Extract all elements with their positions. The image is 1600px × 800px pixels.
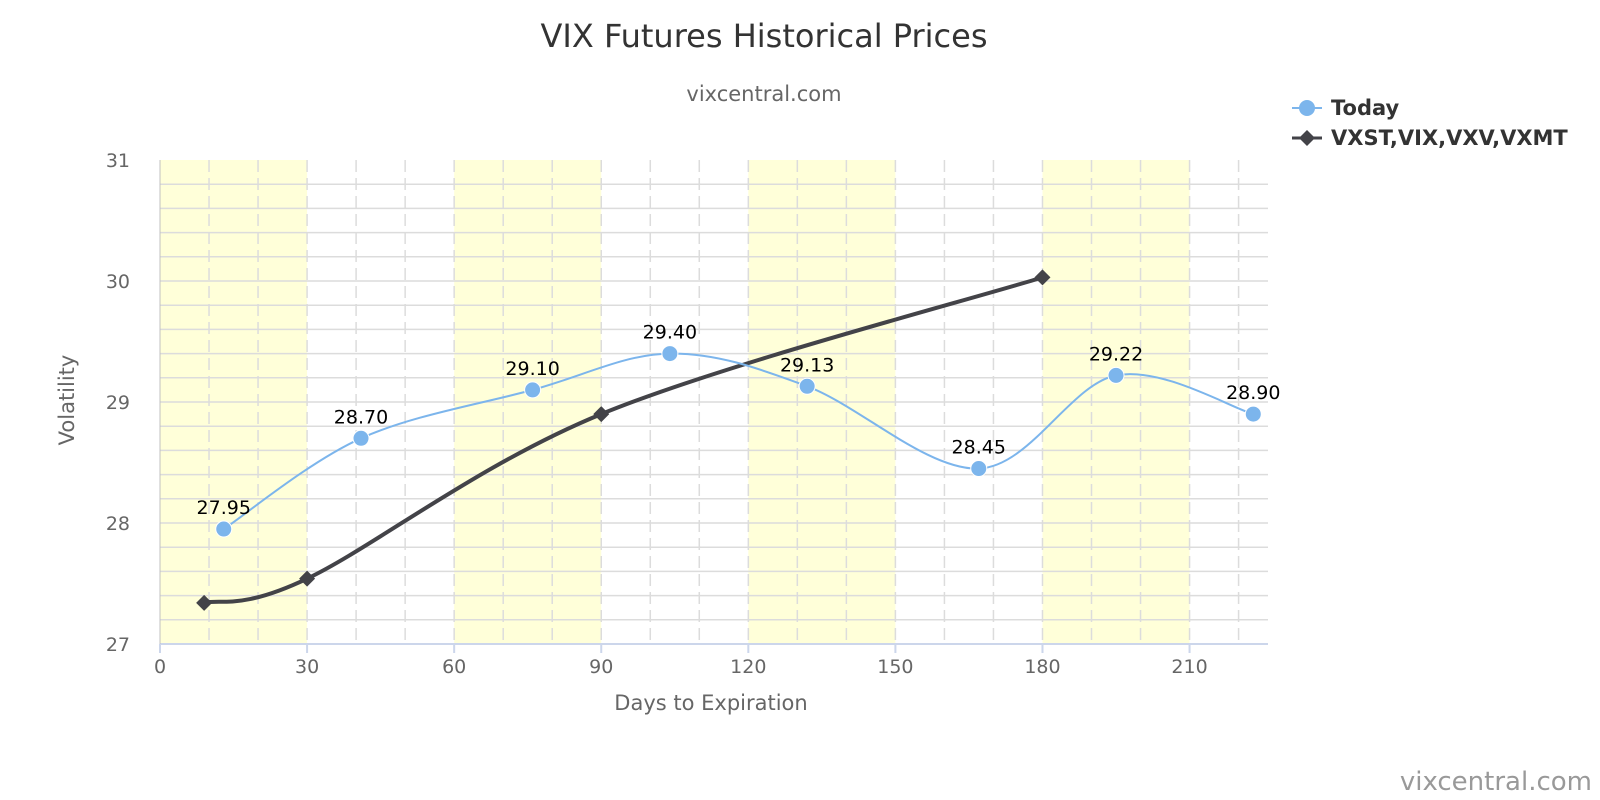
series-layer — [196, 269, 1262, 611]
chart-subtitle: vixcentral.com — [686, 82, 841, 106]
x-tick-label-180: 180 — [1024, 656, 1060, 678]
data-label-today-1: 28.70 — [334, 406, 388, 428]
point-vxst-0[interactable] — [196, 594, 213, 611]
data-label-today-3: 29.40 — [643, 322, 697, 344]
x-tick-label-90: 90 — [589, 656, 613, 678]
data-label-today-7: 28.90 — [1226, 382, 1280, 404]
axes — [159, 160, 1268, 653]
legend-marker-today — [1299, 100, 1315, 116]
legend-item-today[interactable]: Today — [1292, 96, 1400, 120]
point-vxst-1[interactable] — [299, 570, 316, 587]
x-tick-label-210: 210 — [1171, 656, 1207, 678]
y-tick-label-30: 30 — [106, 271, 130, 293]
point-today-5[interactable] — [970, 460, 988, 478]
series-line-vxst — [203, 275, 1044, 605]
data-labels: 27.95 28.70 29.10 29.40 29.13 28.45 29.22 28.90 — [197, 322, 1281, 519]
data-label-today-5: 28.45 — [952, 437, 1006, 459]
point-today-6[interactable] — [1107, 366, 1125, 384]
legend[interactable]: Today VXST,VIX,VXV,VXMT — [1292, 96, 1568, 150]
x-tick-label-120: 120 — [730, 656, 766, 678]
point-today-7[interactable] — [1244, 405, 1262, 423]
chart-title: VIX Futures Historical Prices — [541, 17, 988, 55]
tick-labels: 0 30 60 90 120 150 180 210 27 28 29 30 31 — [106, 150, 1208, 678]
point-vxst-3[interactable] — [1034, 269, 1051, 286]
legend-item-vxst[interactable]: VXST,VIX,VXV,VXMT — [1292, 126, 1568, 150]
data-label-today-6: 29.22 — [1089, 343, 1143, 365]
point-today-3[interactable] — [661, 345, 679, 363]
x-axis-title: Days to Expiration — [614, 691, 807, 715]
point-today-1[interactable] — [352, 429, 370, 447]
data-label-today-0: 27.95 — [197, 497, 251, 519]
credits[interactable]: vixcentral.com — [1400, 767, 1592, 797]
point-vxst-2[interactable] — [593, 406, 610, 423]
y-tick-label-28: 28 — [106, 513, 130, 535]
grid — [160, 160, 1268, 644]
x-tick-label-0: 0 — [154, 656, 166, 678]
x-tick-label-150: 150 — [877, 656, 913, 678]
y-tick-label-27: 27 — [106, 634, 130, 656]
y-tick-label-31: 31 — [106, 150, 130, 172]
y-axis-title: Volatility — [55, 355, 79, 446]
data-label-today-2: 29.10 — [505, 358, 559, 380]
y-tick-label-29: 29 — [106, 392, 130, 414]
x-tick-label-30: 30 — [295, 656, 319, 678]
point-today-0[interactable] — [215, 520, 233, 538]
legend-marker-vxst — [1299, 130, 1315, 146]
data-label-today-4: 29.13 — [780, 354, 834, 376]
series-line-today — [223, 352, 1254, 530]
x-tick-label-60: 60 — [442, 656, 466, 678]
legend-label-vxst: VXST,VIX,VXV,VXMT — [1331, 126, 1568, 150]
point-today-4[interactable] — [798, 377, 816, 395]
legend-label-today: Today — [1331, 96, 1400, 120]
point-today-2[interactable] — [524, 381, 542, 399]
